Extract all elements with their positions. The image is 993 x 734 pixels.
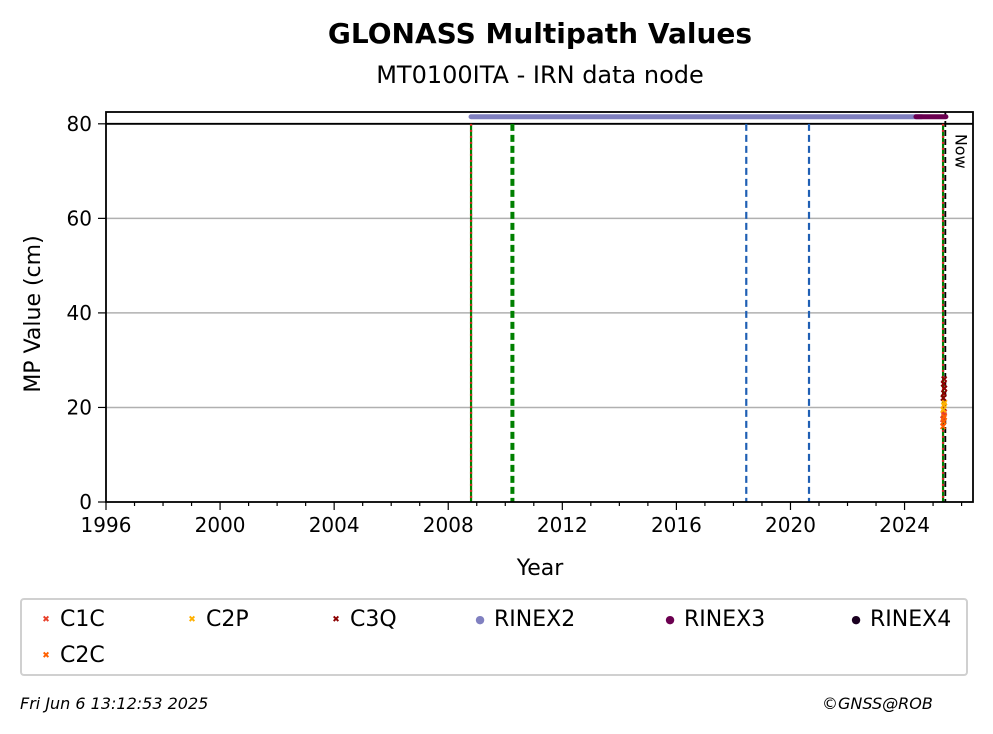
legend-label: C1C	[60, 607, 105, 632]
y-axis-label: MP Value (cm)	[21, 235, 46, 392]
x-tick-label: 2008	[423, 513, 474, 537]
y-tick-label: 60	[67, 206, 92, 230]
x-tick-label: 2004	[309, 513, 360, 537]
legend-item-rinex2: ● RINEX2	[472, 608, 575, 632]
legend-label: RINEX3	[684, 607, 766, 632]
y-tick-label: 80	[67, 112, 92, 136]
x-tick-label: 1996	[81, 513, 132, 537]
x-tick-label: 2020	[765, 513, 816, 537]
legend-item-c3q: ✖ C3Q	[328, 607, 397, 632]
data-point-c3q	[940, 380, 947, 387]
data-point-c2p	[941, 399, 948, 406]
legend-marker-icon: ✖	[42, 615, 50, 625]
chart-title: GLONASS Multipath Values	[328, 17, 752, 50]
data-point-c3q	[941, 375, 948, 383]
now-label: Now	[951, 134, 970, 169]
data-point-c2c	[941, 413, 948, 421]
legend-item-c1c: ✖ C1C	[38, 608, 105, 632]
legend-item-rinex3: ● RINEX3	[662, 608, 765, 632]
legend-marker-icon: ●	[665, 613, 675, 626]
x-tick-label: 2016	[651, 513, 702, 537]
chart-subtitle: MT0100ITA - IRN data node	[376, 61, 704, 89]
footer-credit: ©GNSS@ROB	[822, 694, 933, 713]
data-point-c2p	[940, 406, 947, 413]
legend-marker-icon: ✖	[332, 615, 340, 625]
data-point-c2c	[939, 423, 947, 430]
legend-label: C2P	[206, 607, 249, 632]
legend-label: C3Q	[350, 607, 397, 632]
legend-marker-icon: ✖	[188, 615, 196, 625]
y-tick-label: 0	[79, 490, 92, 514]
x-tick-label: 2000	[195, 513, 246, 537]
x-tick-label: 2012	[537, 513, 588, 537]
data-point-c2c	[940, 418, 947, 425]
legend-label: RINEX2	[494, 607, 576, 632]
data-point-c3q	[940, 390, 948, 397]
legend: ✖ C1C ✖ C2P ✖ C3Q ● RINEX2 ● RINEX3 ● RINEX4 ✖ C2C	[20, 598, 968, 676]
legend-label: RINEX4	[870, 607, 952, 632]
y-tick-label: 40	[67, 301, 92, 325]
legend-item-c2p: ✖ C2P	[184, 607, 249, 632]
legend-marker-icon: ●	[475, 613, 485, 626]
legend-item-rinex4: ● RINEX4	[848, 608, 951, 632]
data-point-c3q	[940, 394, 947, 402]
legend-label: C2C	[60, 643, 105, 668]
x-axis-label: Year	[516, 556, 565, 581]
legend-item-c2c: ✖ C2C	[38, 644, 105, 668]
footer-timestamp: Fri Jun 6 13:12:53 2025	[20, 694, 209, 713]
data-point-c3q	[941, 385, 948, 392]
plot-frame	[105, 111, 974, 503]
legend-marker-icon: ✖	[42, 651, 50, 661]
y-tick-label: 20	[67, 395, 92, 419]
legend-marker-icon: ●	[851, 613, 861, 626]
x-tick-label: 2024	[879, 513, 930, 537]
